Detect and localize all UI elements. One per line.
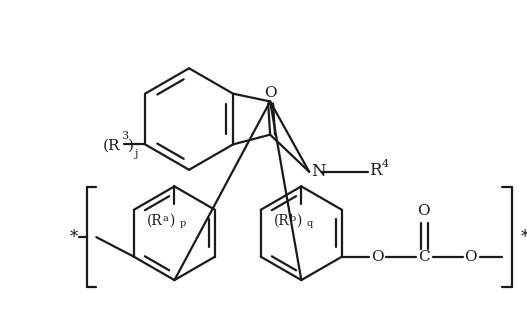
Text: j: j	[134, 149, 138, 159]
Text: 3: 3	[121, 130, 128, 141]
Text: (R: (R	[103, 138, 121, 152]
Text: q: q	[306, 219, 313, 228]
Text: C: C	[418, 250, 430, 264]
Text: *: *	[70, 229, 78, 246]
Text: (R: (R	[147, 214, 163, 228]
Text: b: b	[290, 214, 296, 223]
Text: ): )	[128, 138, 133, 152]
Text: p: p	[179, 219, 186, 228]
Text: ): )	[170, 214, 175, 228]
Text: a: a	[163, 214, 169, 223]
Text: O: O	[370, 250, 383, 264]
Text: R: R	[369, 162, 381, 179]
Text: O: O	[264, 86, 277, 99]
Text: ): )	[297, 214, 302, 228]
Text: O: O	[464, 250, 477, 264]
Text: (R: (R	[274, 214, 290, 228]
Text: *: *	[521, 229, 527, 246]
Text: O: O	[417, 203, 430, 218]
Text: N: N	[311, 163, 326, 180]
Text: 4: 4	[382, 159, 388, 169]
